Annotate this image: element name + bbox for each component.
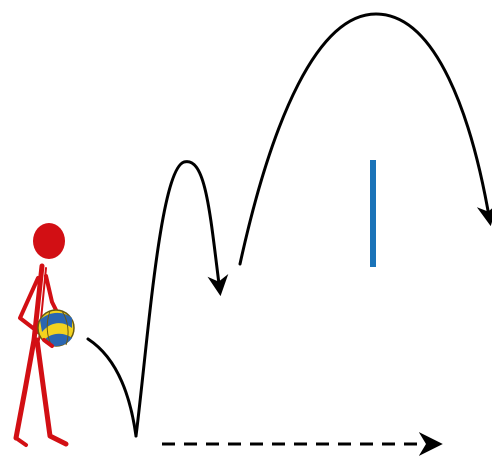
player-leg-left [13, 337, 37, 441]
player-leg-right [34, 337, 69, 447]
player-foot-left [14, 436, 28, 447]
trajectory-first-arc [134, 160, 229, 438]
trajectory-serve-drop [86, 337, 138, 438]
volleyball-icon [37, 309, 75, 348]
player-arm-left [18, 276, 48, 340]
trajectory-second-arc [238, 12, 492, 266]
player-head [33, 223, 65, 259]
